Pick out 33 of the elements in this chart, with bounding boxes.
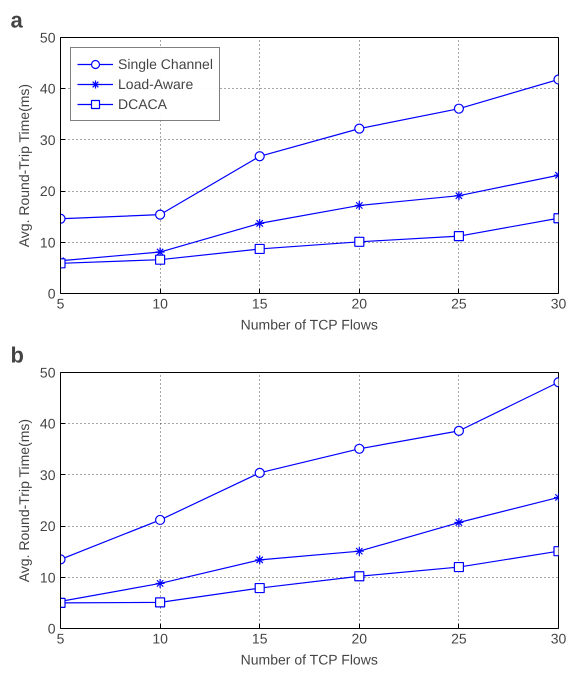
y-tick-label: 10 — [40, 234, 56, 250]
x-axis-title: Number of TCP Flows — [240, 652, 378, 668]
x-tick-label: 5 — [56, 296, 65, 312]
y-axis-title: Avg. Round-Trip Time(ms) — [16, 418, 32, 582]
x-tick-label: 15 — [252, 630, 268, 646]
x-tick-label: 20 — [352, 630, 368, 646]
x-tick-label: 30 — [550, 630, 566, 646]
x-tick-label: 5 — [56, 630, 65, 646]
x-tick-label: 25 — [451, 296, 467, 312]
y-axis-title: Avg. Round-Trip Time(ms) — [16, 84, 32, 248]
chart-title: b — [10, 342, 24, 368]
x-tick-label: 10 — [152, 630, 168, 646]
x-tick-label: 10 — [152, 296, 168, 312]
legend-label: DCACA — [118, 96, 168, 112]
y-tick-label: 40 — [40, 416, 56, 432]
y-tick-label: 30 — [40, 132, 56, 148]
x-tick-label: 30 — [550, 296, 566, 312]
legend-label: Load-Aware — [118, 76, 194, 92]
y-tick-label: 0 — [48, 286, 56, 302]
y-tick-label: 30 — [40, 466, 56, 483]
x-tick-label: 15 — [252, 296, 268, 312]
y-tick-label: 0 — [48, 620, 56, 636]
x-tick-label: 20 — [352, 296, 368, 312]
y-tick-label: 50 — [40, 364, 56, 380]
y-tick-label: 10 — [40, 569, 56, 586]
y-tick-label: 50 — [40, 30, 56, 46]
y-tick-label: 20 — [40, 518, 56, 534]
x-axis-title: Number of TCP Flows — [240, 316, 378, 332]
chart-title: a — [10, 8, 24, 32]
y-tick-label: 40 — [40, 80, 56, 97]
x-tick-label: 25 — [451, 630, 467, 646]
legend-label: Single Channel — [118, 56, 213, 72]
y-tick-label: 20 — [40, 183, 56, 200]
